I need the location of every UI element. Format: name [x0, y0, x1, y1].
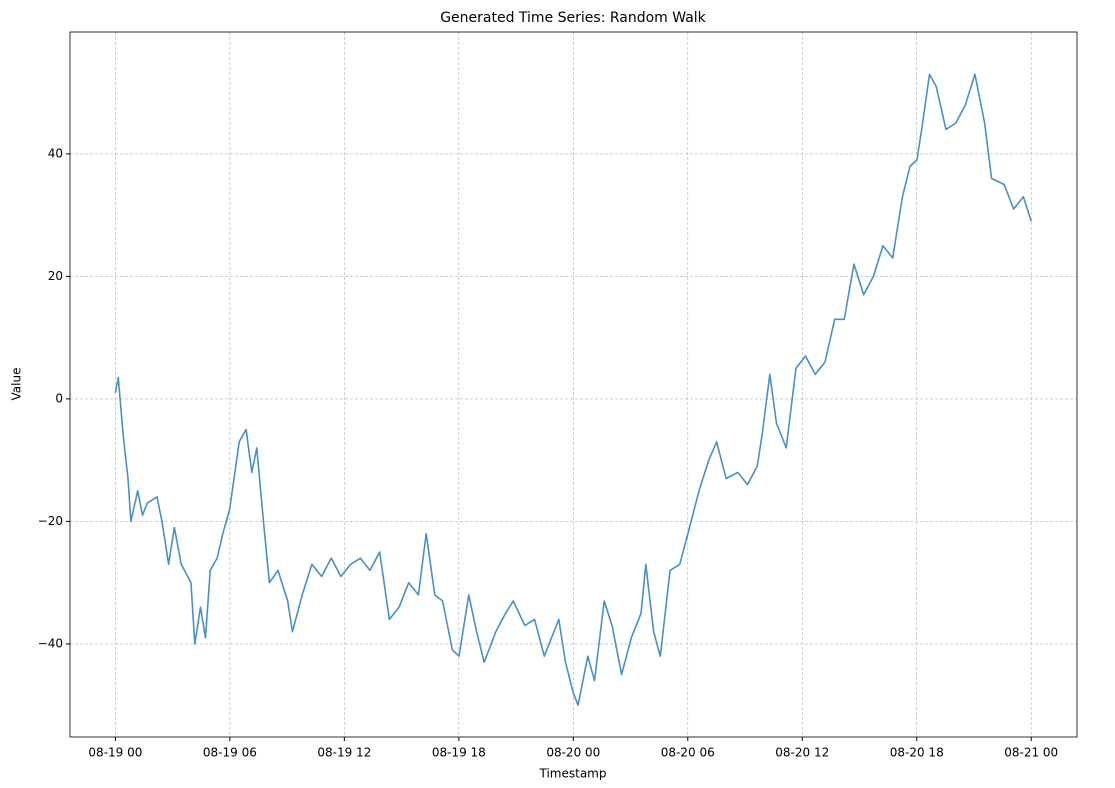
- y-tick-label: −40: [38, 636, 63, 650]
- y-tick-label: 20: [48, 269, 63, 283]
- x-axis-label: Timestamp: [539, 767, 607, 781]
- y-tick-label: 0: [55, 391, 63, 405]
- y-tick-label: 40: [48, 146, 63, 160]
- x-tick-label: 08-19 00: [88, 746, 142, 760]
- x-tick-label: 08-19 06: [203, 746, 257, 760]
- chart-title: Generated Time Series: Random Walk: [440, 10, 706, 26]
- x-tick-label: 08-21 00: [1004, 746, 1058, 760]
- plot-frame: [69, 31, 1078, 738]
- x-tick-label: 08-20 18: [890, 746, 944, 760]
- y-axis-label: Value: [10, 368, 24, 401]
- y-tick-label: −20: [38, 514, 63, 528]
- x-tick-label: 08-19 12: [317, 746, 371, 760]
- x-tick-label: 08-20 12: [775, 746, 829, 760]
- x-tick-label: 08-20 06: [661, 746, 715, 760]
- x-tick-label: 08-19 18: [432, 746, 486, 760]
- x-tick-label: 08-20 00: [546, 746, 600, 760]
- line-series: [114, 73, 1032, 706]
